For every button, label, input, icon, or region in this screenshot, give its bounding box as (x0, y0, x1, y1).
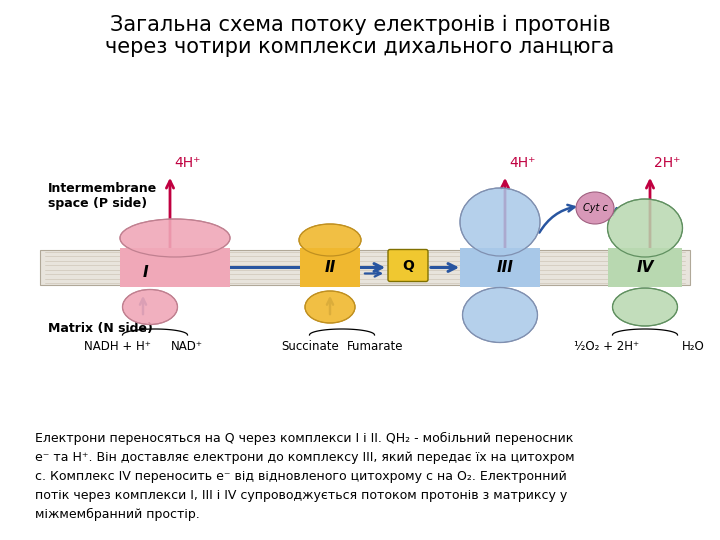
Text: міжмембранний простір.: міжмембранний простір. (35, 508, 199, 521)
Text: ½O₂ + 2H⁺: ½O₂ + 2H⁺ (575, 340, 639, 353)
Ellipse shape (122, 289, 178, 325)
Bar (40, 250, 690, 285)
Text: Загальна схема потоку електронів і протонів: Загальна схема потоку електронів і прото… (109, 15, 611, 35)
Ellipse shape (462, 287, 538, 342)
Text: Matrix (N side): Matrix (N side) (48, 322, 153, 335)
Text: Cyt c: Cyt c (582, 203, 608, 213)
Text: Q: Q (402, 259, 414, 273)
Text: III: III (497, 260, 513, 275)
Text: 2H⁺: 2H⁺ (654, 156, 680, 170)
Ellipse shape (305, 291, 355, 323)
Text: потік через комплекси I, III і IV супроводжується потоком протонів з матриксу у: потік через комплекси I, III і IV супров… (35, 489, 567, 502)
FancyBboxPatch shape (388, 249, 428, 281)
Ellipse shape (460, 188, 540, 256)
Text: NAD⁺: NAD⁺ (171, 340, 203, 353)
Text: H₂O: H₂O (682, 340, 704, 353)
Text: Intermembrane: Intermembrane (48, 182, 157, 195)
Text: 4H⁺: 4H⁺ (174, 156, 200, 170)
Text: е⁻ та Н⁺. Він доставляє електрони до комплексу III, який передає їх на цитохром: е⁻ та Н⁺. Він доставляє електрони до ком… (35, 451, 575, 464)
Text: Fumarate: Fumarate (347, 340, 403, 353)
Text: Succinate: Succinate (281, 340, 339, 353)
Bar (608, 248, 682, 287)
Bar (300, 248, 360, 287)
Text: 4H⁺: 4H⁺ (509, 156, 536, 170)
Text: NADH + H⁺: NADH + H⁺ (84, 340, 150, 353)
Ellipse shape (299, 224, 361, 256)
Ellipse shape (608, 199, 683, 257)
Bar (460, 248, 540, 287)
Text: space (P side): space (P side) (48, 197, 147, 210)
Ellipse shape (576, 192, 614, 224)
Ellipse shape (613, 288, 678, 326)
Text: I: I (142, 265, 148, 280)
Text: с. Комплекс IV переносить е⁻ від відновленого цитохрому с на O₂. Електронний: с. Комплекс IV переносить е⁻ від відновл… (35, 470, 567, 483)
Text: через чотири комплекси дихального ланцюга: через чотири комплекси дихального ланцюг… (105, 37, 615, 57)
Ellipse shape (120, 219, 230, 257)
Text: IV: IV (636, 260, 654, 275)
Text: Електрони переносяться на Q через комплекси I і II. QH₂ - мобільний переносник: Електрони переносяться на Q через компле… (35, 432, 573, 445)
Bar (120, 248, 230, 287)
Text: II: II (325, 260, 336, 275)
